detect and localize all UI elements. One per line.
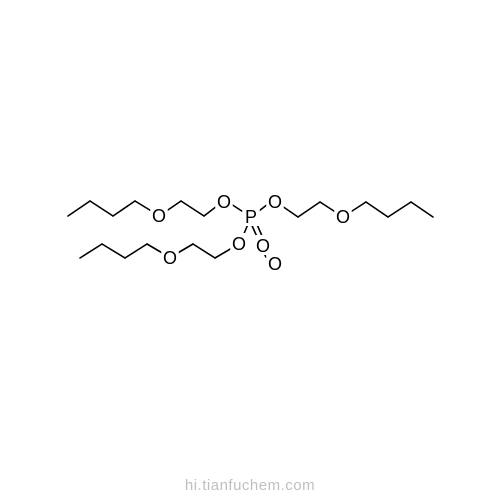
atom-label: O xyxy=(268,254,282,274)
bond-line xyxy=(388,202,411,217)
atom-label: P xyxy=(245,207,257,227)
bond-line xyxy=(282,206,298,217)
bond-line xyxy=(411,202,433,217)
bond-line xyxy=(215,248,232,258)
bond-line xyxy=(80,244,102,258)
bond-line xyxy=(102,244,125,258)
bond-line xyxy=(181,201,204,216)
bond-line xyxy=(68,201,90,216)
bond-line xyxy=(193,244,215,258)
bond-line xyxy=(204,206,217,216)
atom-label: O xyxy=(268,192,282,212)
bond-line xyxy=(298,202,320,217)
bond-line xyxy=(366,202,388,217)
atom-label: O xyxy=(163,248,177,268)
watermark-text: hi.tianfuchem.com xyxy=(185,477,315,494)
atom-label: O xyxy=(232,234,246,254)
bond-line xyxy=(113,201,135,216)
atom-label: O xyxy=(217,192,231,212)
bond-line xyxy=(90,201,113,216)
atom-label: O xyxy=(152,206,166,226)
atom-label: O xyxy=(336,207,350,227)
chemical-structure-canvas: OOOOOOOPO xyxy=(0,0,500,500)
bond-line xyxy=(125,244,147,258)
